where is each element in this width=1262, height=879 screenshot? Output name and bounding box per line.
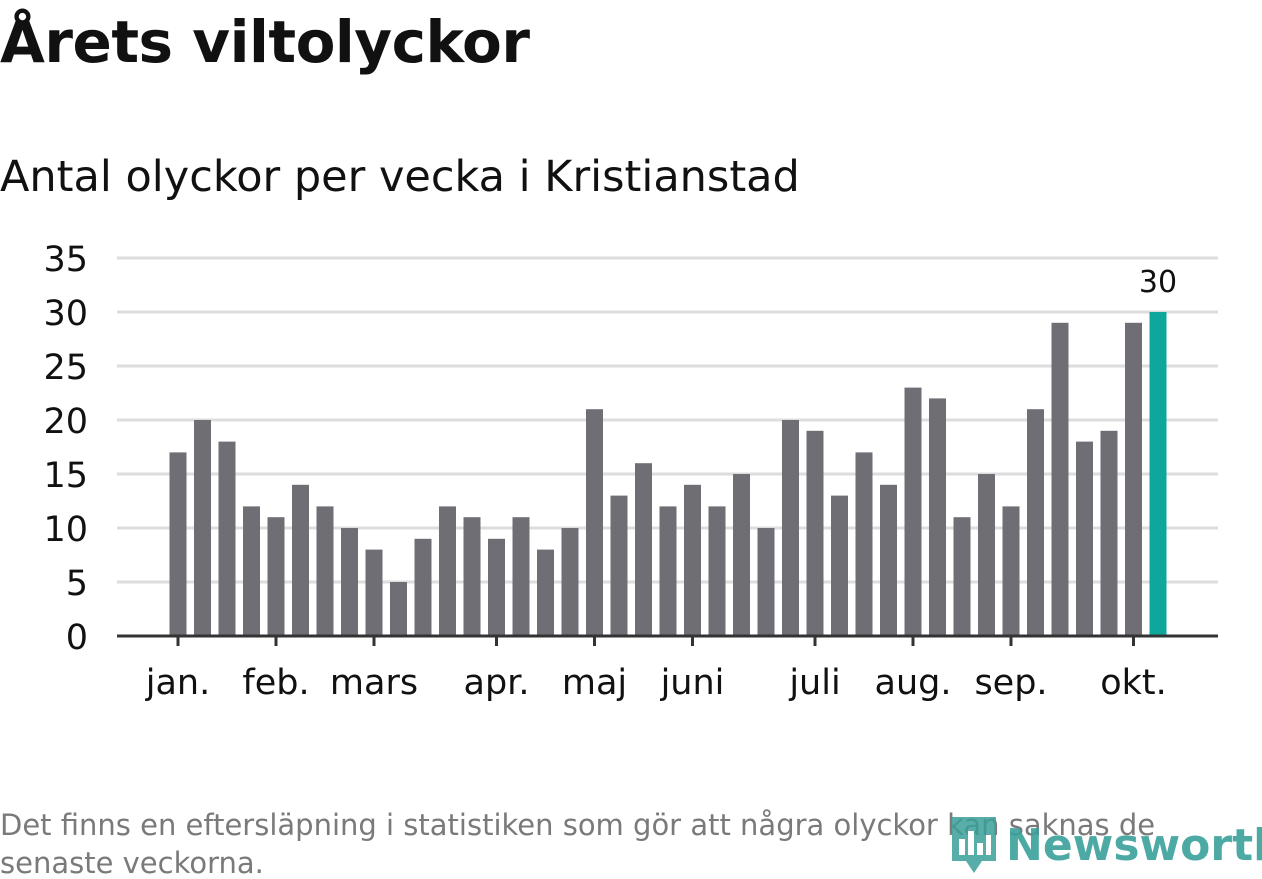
bar <box>782 420 799 636</box>
bar <box>267 517 285 636</box>
bar <box>439 506 456 636</box>
bar-layer <box>169 312 1167 636</box>
highlight-value-label: 30 <box>1139 265 1177 300</box>
bar-chart: 0 5 10 15 20 25 30 35 jan. feb. mars apr. maj juni jul… <box>43 240 1218 703</box>
bar <box>757 528 775 636</box>
y-tick-label: 35 <box>43 240 88 280</box>
axis-layer <box>117 634 1218 646</box>
bar <box>1076 441 1093 636</box>
x-tick-label: juni <box>660 663 725 703</box>
y-tick-label: 15 <box>43 456 88 496</box>
bar <box>488 538 505 636</box>
bar <box>855 452 873 636</box>
bar <box>1027 409 1044 636</box>
y-tick-label: 5 <box>66 564 88 604</box>
y-tick-label: 30 <box>43 294 88 334</box>
bar <box>365 549 383 636</box>
x-tick-label: feb. <box>242 663 309 703</box>
x-tick-label: okt. <box>1100 663 1167 703</box>
bar <box>1100 430 1118 636</box>
bar <box>684 484 701 636</box>
bar <box>1002 506 1020 636</box>
y-tick-label: 0 <box>66 618 88 658</box>
newsworthy-logo: Newsworthy <box>948 813 1262 877</box>
y-tick-label: 25 <box>43 348 88 388</box>
newsworthy-logo-text: Newsworthy <box>1006 819 1262 871</box>
bar <box>463 517 481 636</box>
bar <box>953 517 971 636</box>
bar <box>218 441 236 636</box>
bar <box>341 528 358 636</box>
bar <box>390 582 407 636</box>
x-tick-label: maj <box>562 663 627 703</box>
x-tick-label: mars <box>330 663 418 703</box>
x-tick-label: apr. <box>464 663 530 703</box>
bar <box>537 549 554 636</box>
bar <box>194 420 211 636</box>
bar <box>880 484 897 636</box>
bar <box>635 463 652 636</box>
bar <box>243 506 260 636</box>
bar <box>978 474 995 636</box>
bar <box>929 398 946 636</box>
x-tick-label: aug. <box>875 663 952 703</box>
bar <box>1125 322 1142 636</box>
y-tick-label: 20 <box>43 402 88 442</box>
x-tick-label: jan. <box>145 663 210 703</box>
bar-highlight <box>1149 312 1167 636</box>
bar <box>169 452 187 636</box>
x-tick-label: juli <box>788 663 840 703</box>
bar <box>904 387 922 636</box>
bar <box>733 474 750 636</box>
y-tick-label: 10 <box>43 510 88 550</box>
bar <box>512 517 530 636</box>
chart-title: Årets viltolyckor <box>0 8 530 76</box>
bar <box>561 528 579 636</box>
bar <box>708 506 726 636</box>
bar <box>610 495 628 636</box>
bar <box>316 506 334 636</box>
newsworthy-logo-icon <box>952 817 996 873</box>
bar <box>414 538 432 636</box>
bar <box>292 484 309 636</box>
bar <box>806 430 824 636</box>
label-layer: 0 5 10 15 20 25 30 35 jan. feb. mars apr. maj juni jul… <box>43 240 1177 703</box>
bar <box>831 495 848 636</box>
bar <box>586 409 603 636</box>
chart-subtitle: Antal olyckor per vecka i Kristianstad <box>0 152 800 202</box>
bar <box>1051 322 1069 636</box>
x-tick-label: sep. <box>974 663 1047 703</box>
bar <box>659 506 677 636</box>
